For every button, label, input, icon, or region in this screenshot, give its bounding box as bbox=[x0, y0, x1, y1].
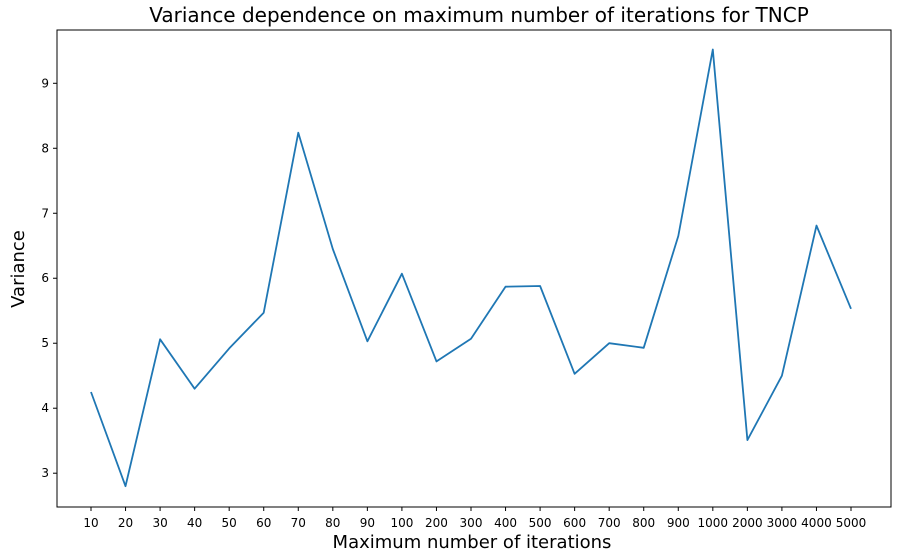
x-tick-label: 30 bbox=[152, 516, 167, 530]
x-tick-label: 700 bbox=[598, 516, 621, 530]
x-tick-label: 3000 bbox=[767, 516, 798, 530]
x-tick-label: 60 bbox=[256, 516, 271, 530]
series-line bbox=[90, 48, 852, 488]
y-tick-label: 5 bbox=[41, 336, 49, 350]
y-tick-label: 6 bbox=[41, 271, 49, 285]
x-tick-label: 40 bbox=[187, 516, 202, 530]
x-tick-label: 70 bbox=[291, 516, 306, 530]
x-tick-label: 90 bbox=[360, 516, 375, 530]
x-tick-label: 300 bbox=[460, 516, 483, 530]
x-tick-label: 50 bbox=[222, 516, 237, 530]
x-tick-label: 600 bbox=[563, 516, 586, 530]
plot-area bbox=[90, 48, 852, 488]
y-axis-label: Variance bbox=[8, 230, 29, 308]
y-tick-label: 8 bbox=[41, 141, 49, 155]
x-tick-label: 900 bbox=[667, 516, 690, 530]
y-axis: 3 4 5 6 7 8 9 bbox=[41, 76, 57, 480]
x-tick-label: 4000 bbox=[801, 516, 832, 530]
x-axis: 10 20 30 40 50 60 70 80 90 100 200 300 400 500 600 700 8… bbox=[83, 507, 866, 530]
x-tick-label: 20 bbox=[118, 516, 133, 530]
x-tick-label: 1000 bbox=[698, 516, 729, 530]
x-tick-label: 80 bbox=[325, 516, 340, 530]
x-tick-label: 10 bbox=[83, 516, 98, 530]
x-tick-label: 200 bbox=[425, 516, 448, 530]
axes-frame bbox=[56, 29, 892, 508]
x-tick-label: 400 bbox=[494, 516, 517, 530]
y-tick-label: 3 bbox=[41, 466, 49, 480]
y-tick-label: 9 bbox=[41, 76, 49, 90]
x-tick-label: 2000 bbox=[732, 516, 763, 530]
x-axis-label: Maximum number of iterations bbox=[333, 532, 612, 553]
x-tick-label: 100 bbox=[390, 516, 413, 530]
chart-title: Variance dependence on maximum number of… bbox=[149, 3, 809, 27]
y-tick-label: 4 bbox=[41, 401, 49, 415]
y-tick-label: 7 bbox=[41, 206, 49, 220]
x-tick-label: 800 bbox=[632, 516, 655, 530]
x-tick-label: 5000 bbox=[836, 516, 867, 530]
x-tick-label: 500 bbox=[529, 516, 552, 530]
